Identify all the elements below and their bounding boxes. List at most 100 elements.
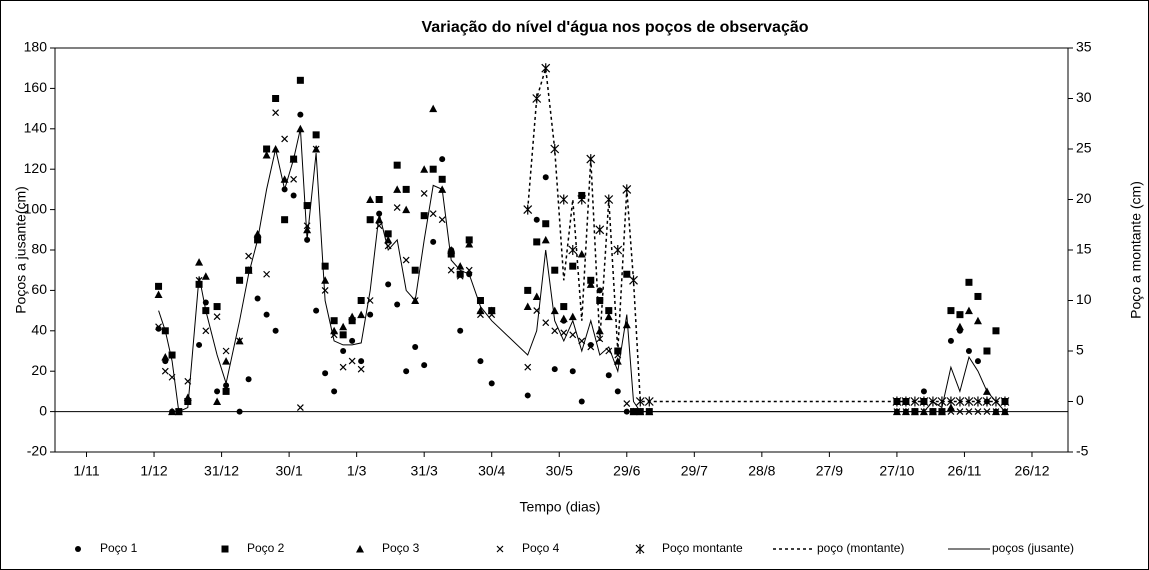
- x-tick-label: 1/3: [347, 463, 367, 479]
- point: [613, 357, 622, 365]
- point: [402, 185, 410, 193]
- point: [357, 365, 365, 373]
- point: [456, 270, 464, 278]
- point: [560, 329, 568, 337]
- point: [456, 262, 465, 270]
- y-tick-label: 140: [24, 120, 48, 136]
- x-tick-label: 31/3: [411, 463, 438, 479]
- point: [542, 220, 550, 228]
- point: [393, 204, 401, 212]
- legend-marker: [356, 545, 364, 553]
- chart-title: Variação do nível d'água nos poços de ob…: [421, 19, 808, 36]
- point: [331, 388, 338, 395]
- legend-item: Poço 2: [221, 541, 285, 555]
- y-tick-label: -20: [27, 443, 47, 459]
- point: [393, 161, 401, 169]
- point: [366, 216, 374, 224]
- point: [214, 388, 221, 395]
- point: [577, 194, 587, 205]
- point: [477, 358, 484, 365]
- point: [973, 316, 982, 325]
- point: [202, 327, 210, 335]
- point: [614, 388, 621, 395]
- x-tick-label: 28/8: [748, 463, 775, 479]
- legend-item: Poço 1: [75, 541, 138, 555]
- y-tick-label: 180: [24, 39, 48, 55]
- point: [183, 393, 192, 401]
- point: [403, 368, 410, 375]
- x-tick-label: 30/1: [275, 463, 302, 479]
- point: [605, 372, 612, 379]
- point: [974, 358, 981, 365]
- point: [438, 216, 446, 224]
- y2-tick-label: -5: [1076, 443, 1089, 459]
- point: [551, 366, 558, 373]
- point: [568, 245, 578, 255]
- point: [312, 131, 320, 139]
- point: [357, 310, 366, 319]
- legend-label: Poço montante: [662, 541, 743, 555]
- point: [201, 272, 210, 280]
- point: [892, 396, 902, 407]
- point: [290, 192, 297, 199]
- point: [303, 202, 311, 210]
- point: [358, 358, 365, 365]
- point: [296, 76, 304, 84]
- x-tick-label: 30/5: [546, 463, 573, 479]
- point: [569, 368, 576, 375]
- point: [236, 408, 243, 415]
- point: [348, 317, 356, 325]
- point: [168, 351, 176, 359]
- point: [587, 343, 595, 351]
- point: [385, 281, 392, 288]
- point: [542, 319, 550, 327]
- point: [430, 238, 437, 245]
- point: [982, 396, 992, 407]
- point: [477, 311, 484, 319]
- point: [272, 109, 280, 117]
- y2-tick-label: 30: [1076, 89, 1092, 105]
- point: [541, 235, 550, 244]
- point: [542, 174, 549, 181]
- point: [992, 408, 1000, 416]
- point: [263, 145, 271, 153]
- point: [604, 312, 613, 321]
- point: [429, 165, 437, 173]
- point: [281, 135, 289, 143]
- point: [596, 287, 603, 294]
- legend-item: poço (montante): [773, 541, 904, 555]
- point: [559, 194, 569, 205]
- point: [559, 314, 568, 323]
- point: [322, 370, 329, 377]
- point: [245, 376, 252, 383]
- point: [357, 297, 365, 304]
- legend-item: poços (jusante): [948, 541, 1074, 555]
- point: [272, 327, 279, 334]
- x-tick-label: 1/12: [140, 463, 167, 479]
- point: [297, 111, 304, 118]
- y2-tick-label: 10: [1076, 291, 1092, 307]
- point: [447, 266, 455, 274]
- x-tick-label: 30/4: [478, 463, 505, 479]
- point: [532, 93, 542, 104]
- point: [623, 408, 630, 415]
- point: [956, 311, 964, 319]
- y2-axis-title: Poço a montante (cm): [1128, 181, 1144, 319]
- point: [312, 145, 320, 153]
- point: [330, 317, 338, 325]
- x-tick-label: 31/12: [204, 463, 239, 479]
- point: [244, 266, 253, 274]
- x-tick-label: 27/9: [816, 463, 843, 479]
- point: [974, 408, 982, 416]
- legend-item: Poço montante: [635, 541, 743, 555]
- point: [213, 313, 221, 321]
- point: [412, 343, 419, 350]
- point: [965, 278, 973, 286]
- point: [420, 165, 429, 173]
- point: [168, 407, 177, 416]
- point: [438, 175, 446, 183]
- point: [578, 398, 585, 405]
- point: [465, 239, 474, 248]
